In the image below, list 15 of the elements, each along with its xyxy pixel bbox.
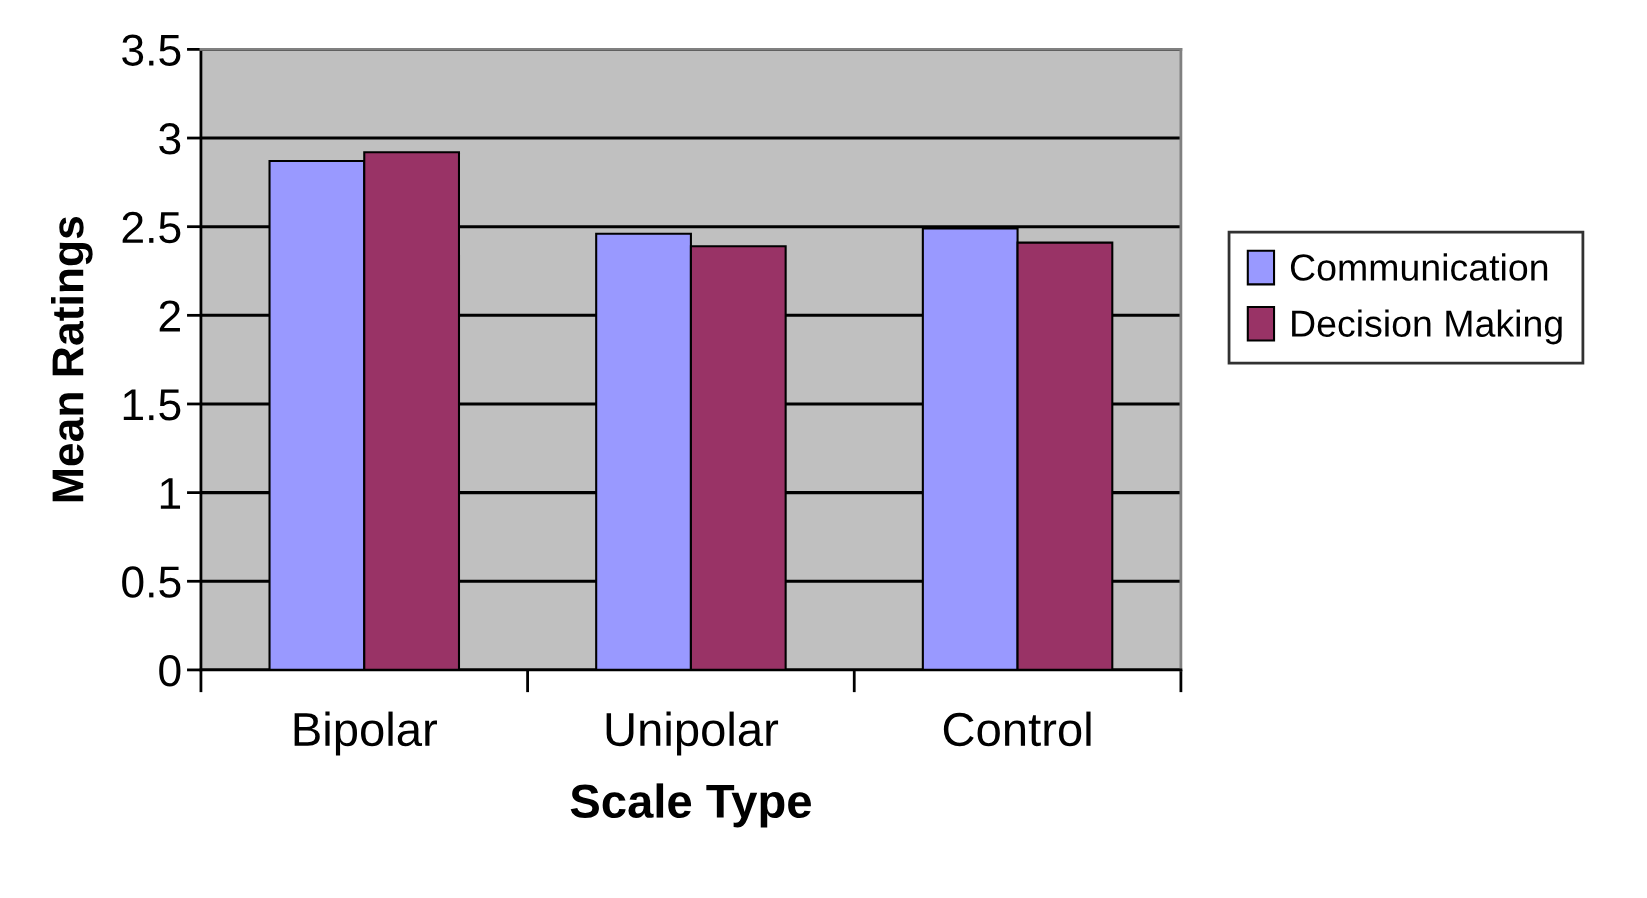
y-tick-label: 1 (160, 478, 181, 509)
x-tick-label: Control (943, 711, 1091, 747)
y-tick-label: 3.5 (122, 34, 181, 66)
x-axis-title: Scale Type (570, 783, 811, 828)
y-tick-label: 0.5 (122, 566, 181, 598)
y-tick-label: 1.5 (123, 389, 181, 421)
y-tick-label: 2.5 (122, 211, 181, 244)
x-tick-label: Bipolar (294, 711, 437, 756)
y-tick-label: 3 (159, 123, 181, 155)
y-tick-label: 2 (159, 300, 180, 332)
y-axis-title: Mean Ratings (51, 216, 93, 502)
legend-label: Communication (1290, 253, 1548, 281)
y-tick-label: 0 (159, 654, 181, 687)
x-tick-label: Unipolar (606, 711, 779, 756)
legend-label: Decision Making (1292, 309, 1562, 345)
